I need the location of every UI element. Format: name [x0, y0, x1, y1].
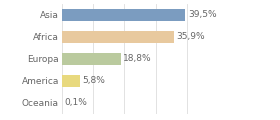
Bar [62, 31, 174, 43]
Bar [62, 75, 80, 87]
Text: 39,5%: 39,5% [188, 10, 217, 19]
Text: 18,8%: 18,8% [123, 54, 152, 63]
Bar [62, 53, 121, 65]
Text: 35,9%: 35,9% [177, 32, 205, 41]
Bar [62, 9, 185, 21]
Text: 5,8%: 5,8% [82, 76, 105, 85]
Text: 0,1%: 0,1% [64, 98, 87, 107]
